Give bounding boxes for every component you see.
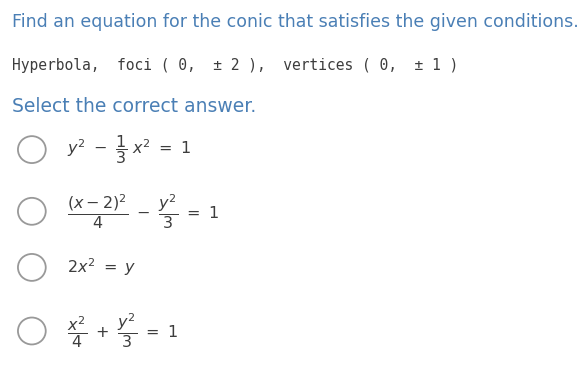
- Text: $y^2\ -\ \dfrac{1}{3}\ x^2\ =\ 1$: $y^2\ -\ \dfrac{1}{3}\ x^2\ =\ 1$: [67, 133, 190, 166]
- Text: $2x^2\ =\ y$: $2x^2\ =\ y$: [67, 257, 136, 278]
- Text: $\dfrac{x^2}{4}\ +\ \dfrac{y^2}{3}\ =\ 1$: $\dfrac{x^2}{4}\ +\ \dfrac{y^2}{3}\ =\ 1…: [67, 312, 177, 350]
- Text: Hyperbola,  foci ( 0,  ± 2 ),  vertices ( 0,  ± 1 ): Hyperbola, foci ( 0, ± 2 ), vertices ( 0…: [12, 58, 458, 73]
- Text: Select the correct answer.: Select the correct answer.: [12, 97, 256, 116]
- Text: Find an equation for the conic that satisfies the given conditions.: Find an equation for the conic that sati…: [12, 13, 578, 31]
- Text: $\dfrac{(x-2)^2}{4}\ -\ \dfrac{y^2}{3}\ =\ 1$: $\dfrac{(x-2)^2}{4}\ -\ \dfrac{y^2}{3}\ …: [67, 192, 219, 231]
